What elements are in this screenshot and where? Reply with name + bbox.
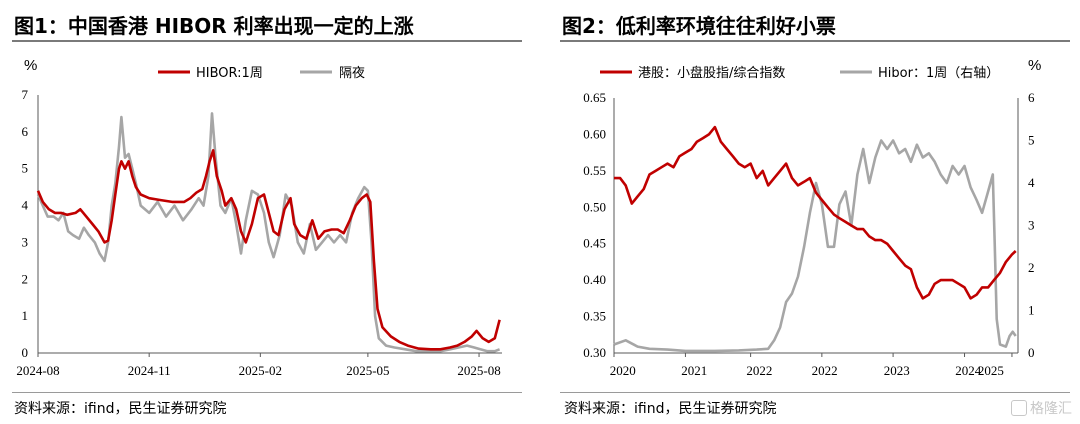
y-tick-label: 3 bbox=[22, 234, 29, 249]
y-tick-label: 7 bbox=[22, 87, 29, 102]
left-source-note: 资料来源：ifind，民生证券研究院 bbox=[14, 401, 227, 417]
left-y-tick-label: 0.40 bbox=[583, 272, 606, 287]
legend-label-smallcap-ratio: 港股：小盘股指/综合指数 bbox=[638, 65, 785, 81]
legend-label-hibor: HIBOR:1周 bbox=[196, 66, 263, 81]
y-tick-label: 5 bbox=[22, 161, 29, 176]
x-tick-label: 2025 bbox=[978, 363, 1004, 378]
x-tick-label: 2022 bbox=[746, 363, 772, 378]
x-tick-label: 2024-11 bbox=[128, 363, 171, 378]
right-y-tick-label: 0 bbox=[1028, 345, 1035, 360]
right-y-tick-label: 1 bbox=[1028, 303, 1035, 318]
left-y-tick-label: 0.30 bbox=[583, 345, 606, 360]
series-line-smallcap-ratio bbox=[614, 125, 1017, 300]
left-y-tick-label: 0.55 bbox=[583, 163, 606, 178]
left-y-tick-label: 0.35 bbox=[583, 309, 606, 324]
series-line-hibor-1w-right bbox=[613, 139, 1017, 353]
watermark-text: 格隆汇 bbox=[1030, 401, 1072, 417]
legend-label-overnight: 隔夜 bbox=[339, 66, 365, 81]
right-y-tick-label: 3 bbox=[1028, 218, 1035, 233]
right-bottom-rule bbox=[560, 392, 1070, 393]
right-y-tick-label: 2 bbox=[1028, 260, 1035, 275]
x-tick-label: 2023 bbox=[884, 363, 910, 378]
series-line-hibor-1w bbox=[36, 149, 501, 351]
x-tick-label: 2022 bbox=[812, 363, 838, 378]
watermark: 格隆汇 bbox=[1011, 398, 1072, 418]
left-y-tick-label: 0.50 bbox=[583, 199, 606, 214]
right-y-unit-label: % bbox=[1028, 57, 1041, 74]
right-source-note: 资料来源：ifind，民生证券研究院 bbox=[564, 401, 777, 417]
right-y-tick-label: 5 bbox=[1028, 133, 1035, 148]
x-tick-label: 2021 bbox=[681, 363, 707, 378]
left-chart-title: 图1：中国香港 HIBOR 利率出现一定的上涨 bbox=[14, 14, 414, 38]
y-tick-label: 6 bbox=[22, 124, 29, 139]
x-tick-label: 2024-08 bbox=[16, 363, 59, 378]
hibor-chart: % 0 1 2 3 4 5 6 7 2024-08 2024-11 2025-02 2025-05 202… bbox=[16, 57, 502, 378]
left-bottom-rule bbox=[12, 392, 522, 393]
right-y-tick-label: 6 bbox=[1028, 90, 1035, 105]
y-tick-label: 4 bbox=[22, 198, 29, 213]
left-y-tick-label: 0.65 bbox=[583, 90, 606, 105]
x-tick-label: 2020 bbox=[610, 363, 636, 378]
left-panel: 图1：中国香港 HIBOR 利率出现一定的上涨 % 0 1 2 3 4 5 6 7 2024-08… bbox=[12, 14, 522, 417]
series-line-overnight bbox=[36, 112, 501, 353]
left-y-tick-label: 0.60 bbox=[583, 126, 606, 141]
left-title-rule bbox=[12, 40, 522, 42]
right-y-tick-label: 4 bbox=[1028, 175, 1035, 190]
x-tick-label: 2024 bbox=[955, 363, 982, 378]
y-tick-label: 2 bbox=[22, 271, 29, 286]
left-y-tick-label: 0.45 bbox=[583, 236, 606, 251]
legend-label-hibor: Hibor：1周（右轴） bbox=[878, 66, 999, 81]
x-tick-label: 2025-02 bbox=[239, 363, 282, 378]
right-chart-title: 图2：低利率环境往往利好小票 bbox=[562, 14, 836, 38]
x-tick-label: 2025-05 bbox=[346, 363, 389, 378]
right-panel: 图2：低利率环境往往利好小票 % 0.30 0.35 0.40 0.45 0.50 0.55… bbox=[540, 0, 1080, 424]
y-tick-label: 0 bbox=[22, 345, 29, 360]
right-title-rule bbox=[560, 40, 1070, 42]
gelonghui-logo-icon bbox=[1011, 400, 1027, 416]
x-tick-label: 2025-08 bbox=[457, 363, 500, 378]
y-unit-label: % bbox=[24, 57, 37, 74]
y-tick-label: 1 bbox=[22, 308, 29, 323]
smallcap-ratio-chart: % 0.30 0.35 0.40 0.45 0.50 0.55 0.60 0.65 0 1 2 3 4 5 6… bbox=[583, 57, 1041, 378]
